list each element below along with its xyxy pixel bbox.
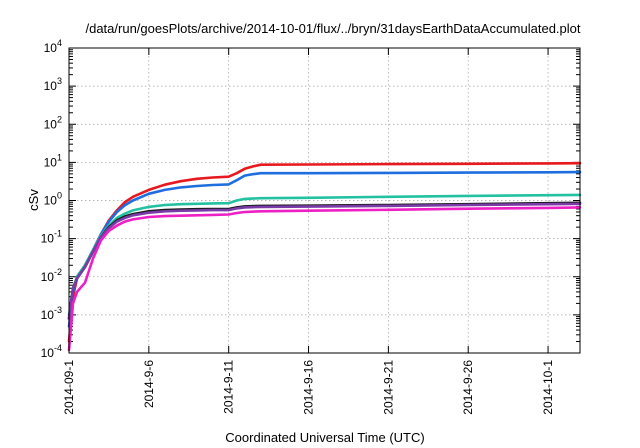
x-tick-label: 2014-9-16	[302, 360, 316, 415]
x-tick-label: 2014-9-11	[222, 360, 236, 414]
y-tick-exponent: -3	[54, 305, 62, 315]
x-tick-label: 2014-10-1	[541, 360, 555, 415]
grid	[68, 48, 580, 353]
y-tick-label: 102	[44, 114, 62, 131]
y-tick-label: 10-1	[41, 229, 62, 246]
chart-title: /data/run/goesPlots/archive/2014-10-01/f…	[85, 21, 580, 36]
y-tick-exponent: -1	[54, 229, 62, 239]
x-axis-label: Coordinated Universal Time (UTC)	[225, 430, 424, 445]
y-tick-label: 101	[44, 152, 62, 169]
plot-frame	[68, 47, 581, 354]
y-tick-label: 103	[44, 76, 62, 93]
x-tick-label: 2014-09-1	[62, 360, 76, 415]
y-tick-exponent: 0	[57, 191, 62, 201]
x-axis: 2014-09-1 2014-9-6 2014-9-11 2014-9-16 2014-…	[62, 48, 555, 415]
y-tick-exponent: 4	[57, 38, 62, 48]
x-tick-label: 2014-9-6	[142, 360, 156, 408]
y-tick-exponent: -2	[54, 267, 62, 277]
y-tick-exponent: 3	[57, 76, 62, 86]
y-tick-label: 104	[44, 38, 62, 55]
series-line-6	[67, 206, 582, 352]
y-tick-label: 10-2	[41, 267, 62, 284]
x-tick-label: 2014-9-26	[461, 360, 475, 415]
series-line-5	[67, 202, 582, 320]
y-tick-exponent: 1	[57, 152, 62, 162]
series-line-4	[67, 201, 582, 320]
y-tick-label: 10-4	[41, 343, 62, 360]
y-tick-label: 10-3	[41, 305, 62, 322]
y-axis-label: cSv	[26, 189, 41, 211]
y-tick-exponent: 2	[57, 114, 62, 124]
x-tick-label: 2014-9-21	[381, 360, 395, 415]
plot-series	[67, 161, 582, 352]
y-tick-label: 100	[44, 191, 62, 208]
y-tick-exponent: -4	[54, 343, 62, 353]
